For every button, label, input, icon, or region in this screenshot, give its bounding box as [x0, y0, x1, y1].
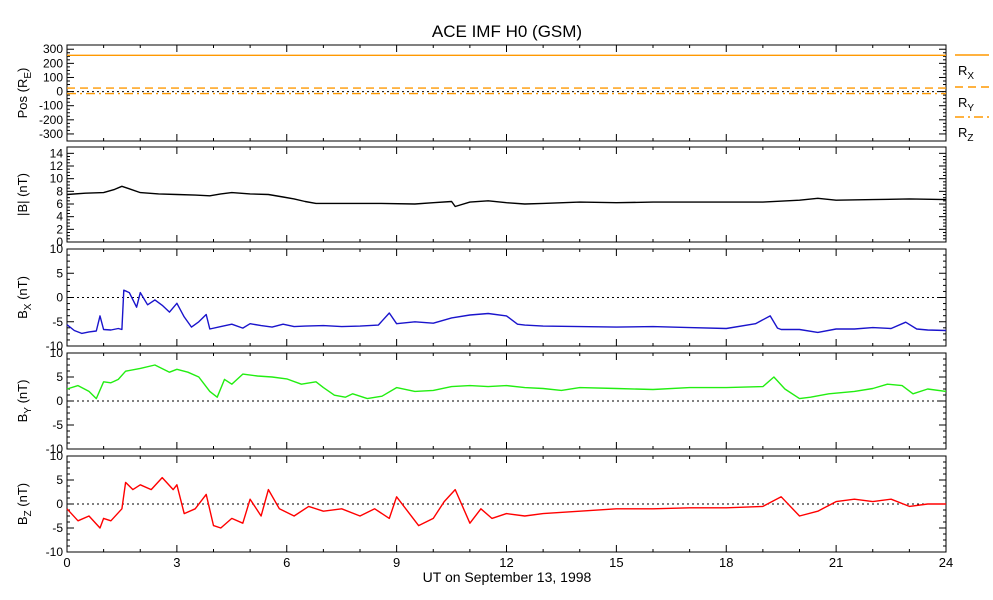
y-tick-label: 5 — [56, 473, 63, 487]
y-tick-label: 5 — [56, 370, 63, 384]
x-tick-label: 6 — [283, 555, 290, 570]
y-tick-label: 0 — [56, 291, 63, 305]
y-axis-label-bx: BX (nT) — [15, 276, 34, 319]
y-axis-label-subscript: X — [23, 303, 34, 310]
y-tick-label: -5 — [52, 315, 63, 329]
y-tick-label: 10 — [50, 172, 64, 186]
x-tick-label: 0 — [63, 555, 70, 570]
y-axis-label-main: |B| (nT) — [15, 173, 30, 216]
legend-label-y: RY — [958, 95, 974, 114]
legend-label-x: RX — [958, 63, 974, 82]
y-tick-label: -10 — [46, 339, 64, 353]
y-axis-label-bmag: |B| (nT) — [15, 173, 30, 216]
y-tick-label: -300 — [39, 127, 63, 141]
x-tick-label: 21 — [829, 555, 843, 570]
panel-by: 10 5 0 -5 -10 BY (nT) — [15, 346, 947, 456]
y-tick-label: -200 — [39, 113, 63, 127]
y-axis-label-end: ) — [15, 68, 30, 72]
y-axis-label-pos: Pos (RE) — [15, 68, 34, 119]
series-line-by-0 — [66, 364, 947, 400]
y-tick-label: 200 — [43, 56, 63, 70]
y-tick-label: -10 — [46, 545, 64, 559]
x-tick-label: 9 — [393, 555, 400, 570]
y-axis-label-end: (nT) — [15, 483, 30, 510]
x-tick-label: 24 — [939, 555, 953, 570]
y-tick-label: 2 — [56, 222, 63, 236]
panel-frame — [66, 146, 947, 243]
y-tick-label: 10 — [50, 242, 64, 256]
series-line-bmag-0 — [66, 185, 947, 208]
y-tick-label: 6 — [56, 197, 63, 211]
y-axis-label-subscript: E — [23, 72, 34, 79]
x-tick-label: 3 — [173, 555, 180, 570]
legend-label-z: RZ — [958, 125, 974, 144]
x-axis-label: UT on September 13, 1998 — [423, 569, 592, 585]
y-axis-label-main: B — [15, 310, 30, 319]
y-tick-label: 300 — [43, 42, 63, 56]
y-tick-label: 10 — [50, 346, 64, 360]
y-axis-label-end: (nT) — [15, 380, 30, 407]
y-axis-label-subscript: Y — [23, 407, 34, 414]
y-tick-label: 0 — [56, 235, 63, 249]
y-tick-label: 100 — [43, 70, 63, 84]
y-axis-label-subscript: Z — [23, 510, 34, 516]
y-axis-label-by: BY (nT) — [15, 380, 34, 423]
y-axis-label-main: B — [15, 414, 30, 423]
y-tick-label: 0 — [56, 85, 63, 99]
legend-label-main: R — [958, 125, 967, 140]
y-tick-label: 14 — [50, 146, 64, 160]
y-tick-label: 0 — [56, 394, 63, 408]
y-axis-label-bz: BZ (nT) — [15, 483, 34, 525]
panel-bz: 10 5 0 -5 -10 BZ (nT) — [15, 449, 947, 559]
legend-label-main: R — [958, 63, 967, 78]
legend-label-main: R — [958, 95, 967, 110]
legend-label-subscript: Z — [967, 133, 973, 144]
y-axis-label-end: (nT) — [15, 276, 30, 303]
y-tick-label: 12 — [50, 159, 64, 173]
y-tick-label: 5 — [56, 266, 63, 280]
x-tick-label: 12 — [499, 555, 513, 570]
y-tick-label: -100 — [39, 99, 63, 113]
series-line-bx-0 — [66, 289, 947, 335]
chart-title: ACE IMF H0 (GSM) — [432, 22, 582, 41]
legend-label-subscript: Y — [967, 103, 974, 114]
y-axis-label-main: B — [15, 516, 30, 525]
y-tick-label: -10 — [46, 442, 64, 456]
y-tick-label: 0 — [56, 497, 63, 511]
x-tick-label: 18 — [719, 555, 733, 570]
series-line-bz-0 — [66, 476, 946, 529]
y-tick-label: 10 — [50, 449, 64, 463]
y-axis-label-main: Pos (R — [15, 79, 30, 119]
y-tick-label: -5 — [52, 418, 63, 432]
y-tick-label: 8 — [56, 184, 63, 198]
y-tick-label: -5 — [52, 521, 63, 535]
legend-label-subscript: X — [967, 71, 974, 82]
x-tick-label: 15 — [609, 555, 623, 570]
panel-bx: 10 5 0 -5 -10 BX (nT) — [15, 242, 947, 353]
y-tick-label: 4 — [56, 210, 63, 224]
